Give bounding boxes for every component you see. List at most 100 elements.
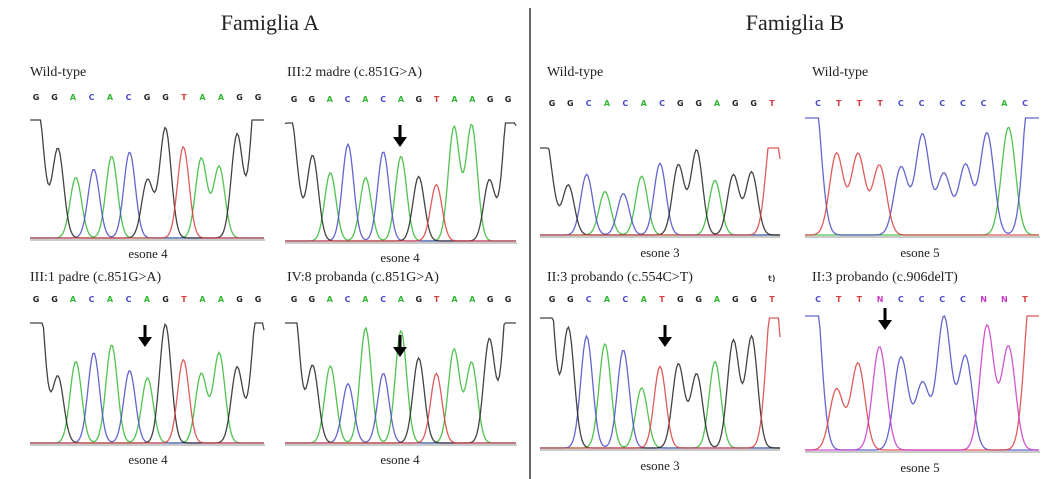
base-call: A [1001,99,1008,108]
base-call: G [549,99,556,108]
base-call: A [199,295,206,304]
base-call: G [505,295,512,304]
exon-label: esone 4 [128,452,168,467]
base-call: G [505,95,512,104]
trace [805,316,1039,450]
trace [805,127,1039,235]
base-call: G [567,99,574,108]
figure: Famiglia A Famiglia B Wild-type G G A C A C G G T… [0,0,1060,479]
base-call: T [836,99,842,108]
base-call: A [70,295,77,304]
panel-label: II:3 probando (c.554C>T) [547,270,693,285]
base-call: T [181,93,187,102]
base-call: C [960,295,966,304]
base-call: T [857,295,863,304]
base-call: A [604,295,611,304]
family-title: Famiglia A [221,10,320,35]
base-call: N [877,295,884,304]
base-call: T [1022,295,1028,304]
base-call: C [586,99,592,108]
exon-label: esone 5 [900,460,939,475]
exon-label: esone 3 [640,458,679,473]
base-call: C [960,99,966,108]
base-call: T [181,295,187,304]
base-call: C [89,93,95,102]
base-call: T [659,295,665,304]
base-call: A [641,99,648,108]
base-call: A [199,93,206,102]
base-call: C [815,99,821,108]
base-call: T [769,99,775,108]
base-call: G [750,99,757,108]
arrow-head [658,337,672,347]
trace [805,316,1039,450]
base-call: T [434,95,440,104]
base-call: C [126,93,132,102]
base-call: C [815,295,821,304]
base-call: C [919,99,925,108]
trace [805,118,1039,235]
base-call: G [291,295,298,304]
base-call: C [126,295,132,304]
panel-label: Wild-type [547,65,603,80]
base-call: T [434,295,440,304]
base-call: C [919,295,925,304]
panel-label: II:3 probando (c.906delT) [812,270,958,285]
base-call: G [487,95,494,104]
base-call: A [451,295,458,304]
base-call: C [659,99,665,108]
base-call: G [144,93,151,102]
page: {"titles": ["Famiglia A", "Famiglia B"],… [0,0,1060,479]
base-call: C [345,95,351,104]
base-call: T [857,99,863,108]
base-call: C [622,99,628,108]
base-call: A [469,95,476,104]
base-call: G [33,295,40,304]
base-call: G [309,295,316,304]
trace [285,144,516,241]
base-call: C [939,295,945,304]
trace [805,325,1039,450]
panel-label: III:1 padre (c.851G>A) [30,270,161,285]
base-call: G [162,93,169,102]
base-call: A [714,99,721,108]
base-call: A [641,295,648,304]
panel-label: III:2 madre (c.851G>A) [287,65,422,80]
base-call: G [236,295,243,304]
base-call: A [107,295,114,304]
arrow-head [393,137,407,147]
base-call: G [236,93,243,102]
trace [540,163,780,235]
trace [805,153,1039,235]
exon-label: esone 4 [380,452,420,467]
exon-label: esone 4 [380,250,420,265]
base-call: A [327,295,334,304]
base-call: G [549,295,556,304]
trace [540,176,780,235]
base-call: A [218,93,225,102]
base-call: A [144,295,151,304]
base-call: A [398,95,405,104]
base-call: A [362,95,369,104]
family-title: Famiglia B [746,10,844,35]
base-call: G [51,295,58,304]
base-call: G [162,295,169,304]
base-call: G [309,95,316,104]
base-call: C [981,99,987,108]
base-call: G [677,295,684,304]
base-call: T [877,99,883,108]
base-call: G [255,93,262,102]
base-call: C [622,295,628,304]
panel-label: IV:8 probanda (c.851G>A) [287,270,439,285]
base-call: C [345,295,351,304]
panel-label: Wild-type [30,65,86,80]
base-call: A [714,295,721,304]
arrow-head [878,320,892,330]
base-call: C [898,99,904,108]
base-call: G [33,93,40,102]
base-call: A [70,93,77,102]
exon-label: esone 4 [128,246,168,261]
base-call: G [567,295,574,304]
base-call: A [218,295,225,304]
base-call: G [732,295,739,304]
